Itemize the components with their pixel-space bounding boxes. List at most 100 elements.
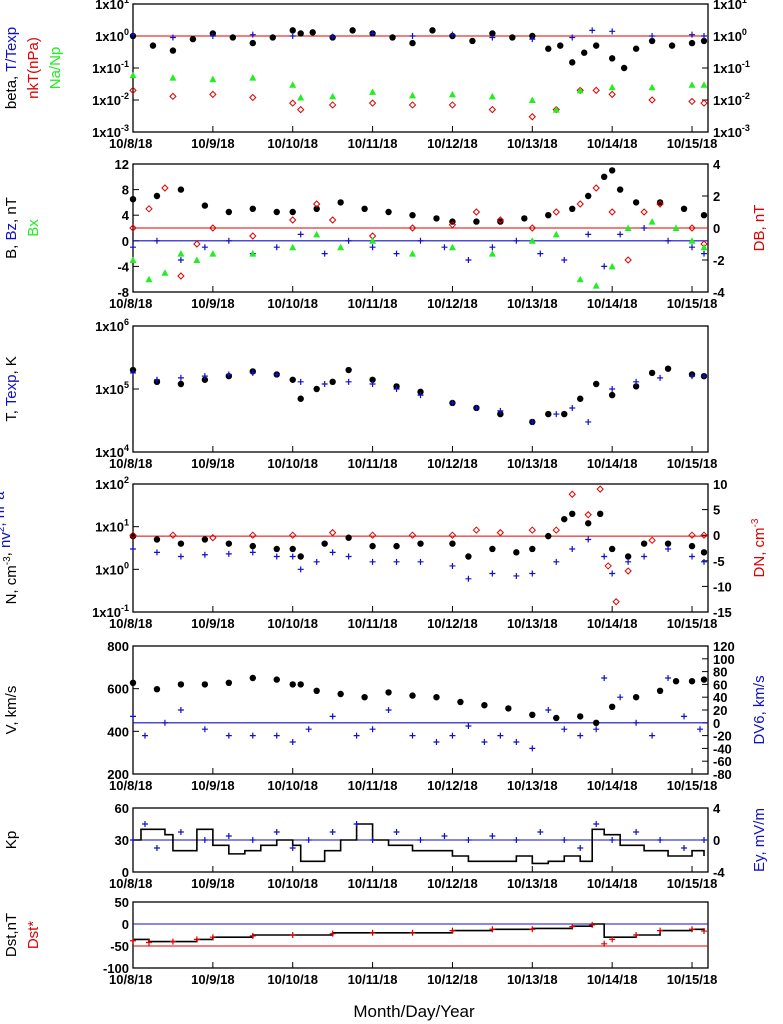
plot-frame xyxy=(132,901,709,969)
x-tick-label: 10/14/18 xyxy=(587,136,638,151)
data-point xyxy=(488,92,496,100)
data-point xyxy=(409,929,416,936)
data-point xyxy=(700,212,708,219)
data-point xyxy=(457,698,464,706)
data-point xyxy=(321,381,328,388)
data-point xyxy=(153,549,160,556)
data-point xyxy=(369,381,376,388)
data-point xyxy=(701,928,708,935)
data-point xyxy=(657,927,664,934)
y2-tick-label: 0 xyxy=(713,833,720,848)
data-point xyxy=(177,553,184,560)
data-point xyxy=(289,845,296,851)
x-axis-label: Month/Day/Year xyxy=(353,1002,475,1021)
data-point xyxy=(488,105,497,114)
y-axis-label: beta, T/Texp xyxy=(3,27,20,109)
data-point xyxy=(337,199,344,206)
data-point xyxy=(561,515,568,523)
data-point xyxy=(529,545,536,553)
y2-axis-label: DV6, km/s xyxy=(751,675,768,744)
data-point xyxy=(609,386,616,392)
data-point xyxy=(209,75,217,83)
data-point xyxy=(601,675,608,681)
data-point xyxy=(537,829,544,835)
data-point xyxy=(528,526,537,534)
data-point xyxy=(700,549,708,556)
data-point xyxy=(201,376,209,383)
data-point xyxy=(632,694,640,701)
data-point xyxy=(369,542,376,550)
y-tick-label: 400 xyxy=(107,724,129,739)
data-point xyxy=(225,208,233,216)
data-point xyxy=(632,45,640,52)
y2-tick-label: 5 xyxy=(713,503,720,518)
x-tick-label: 10/12/18 xyxy=(427,876,478,891)
y-tick-label: 1x10-1 xyxy=(92,603,129,620)
y-axis-label: Dst,nT xyxy=(3,913,20,957)
data-point xyxy=(153,192,161,200)
y2-tick-label: 100 xyxy=(713,652,735,667)
data-point xyxy=(193,256,201,263)
series-Kp xyxy=(133,823,705,865)
data-point xyxy=(569,510,576,518)
data-point xyxy=(465,257,472,263)
data-point xyxy=(249,932,256,939)
data-point xyxy=(513,237,520,244)
data-point xyxy=(552,230,560,238)
data-point xyxy=(409,91,417,99)
series-DV6 xyxy=(130,675,704,752)
data-point xyxy=(130,369,136,376)
data-point xyxy=(289,33,296,39)
y-tick-label: 1x101 xyxy=(95,0,129,12)
data-point xyxy=(369,88,377,95)
data-point xyxy=(129,224,137,232)
data-point xyxy=(225,732,232,739)
data-point xyxy=(449,31,456,38)
data-point xyxy=(509,34,516,41)
series-Bx xyxy=(129,218,708,289)
data-point xyxy=(149,42,157,49)
data-point xyxy=(489,244,496,251)
data-point xyxy=(700,676,708,683)
data-point xyxy=(592,719,600,726)
data-point xyxy=(273,732,280,739)
data-point xyxy=(177,250,185,257)
y-tick-label: 1x100 xyxy=(95,27,129,44)
data-point xyxy=(130,937,136,944)
data-point xyxy=(289,216,297,224)
data-point xyxy=(313,385,320,393)
data-point xyxy=(130,31,136,38)
y2-tick-label: -80 xyxy=(713,767,732,782)
data-point xyxy=(201,681,209,688)
data-point xyxy=(701,373,708,380)
y2-tick-label: -20 xyxy=(713,729,732,744)
x-tick-label: 10/9/18 xyxy=(191,456,234,471)
data-point xyxy=(681,845,688,851)
data-point xyxy=(161,719,168,726)
data-point xyxy=(701,837,708,843)
data-point xyxy=(269,34,276,41)
data-point xyxy=(433,739,440,745)
data-point xyxy=(201,536,209,543)
data-point xyxy=(592,184,600,192)
data-point xyxy=(337,690,344,698)
data-point xyxy=(130,545,136,552)
data-point xyxy=(177,540,185,547)
data-point xyxy=(577,395,584,402)
data-point xyxy=(229,34,237,41)
data-point xyxy=(297,681,304,688)
y-axis-label: Kp xyxy=(3,831,20,849)
data-point xyxy=(569,545,576,552)
x-tick-label: 10/10/18 xyxy=(267,876,318,891)
data-point xyxy=(561,410,568,418)
x-tick-label: 10/15/18 xyxy=(667,456,718,471)
data-point xyxy=(648,83,656,91)
data-point xyxy=(417,237,424,244)
data-point xyxy=(489,570,496,577)
x-tick-label: 10/8/18 xyxy=(109,876,152,891)
y-tick-label: 1x101 xyxy=(95,518,129,535)
data-point xyxy=(129,256,137,263)
data-point xyxy=(625,558,632,565)
data-point xyxy=(449,732,456,739)
y2-tick-label: 40 xyxy=(713,690,727,705)
